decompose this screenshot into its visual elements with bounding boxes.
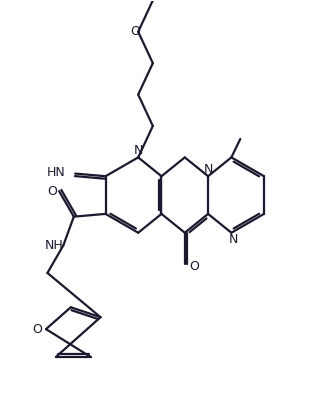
Text: N: N	[134, 144, 143, 157]
Text: N: N	[228, 233, 238, 246]
Text: NH: NH	[45, 239, 64, 252]
Text: N: N	[204, 163, 213, 176]
Text: O: O	[47, 185, 57, 198]
Text: HN: HN	[46, 166, 65, 179]
Text: O: O	[32, 323, 42, 336]
Text: O: O	[189, 260, 199, 273]
Text: O: O	[130, 24, 140, 37]
